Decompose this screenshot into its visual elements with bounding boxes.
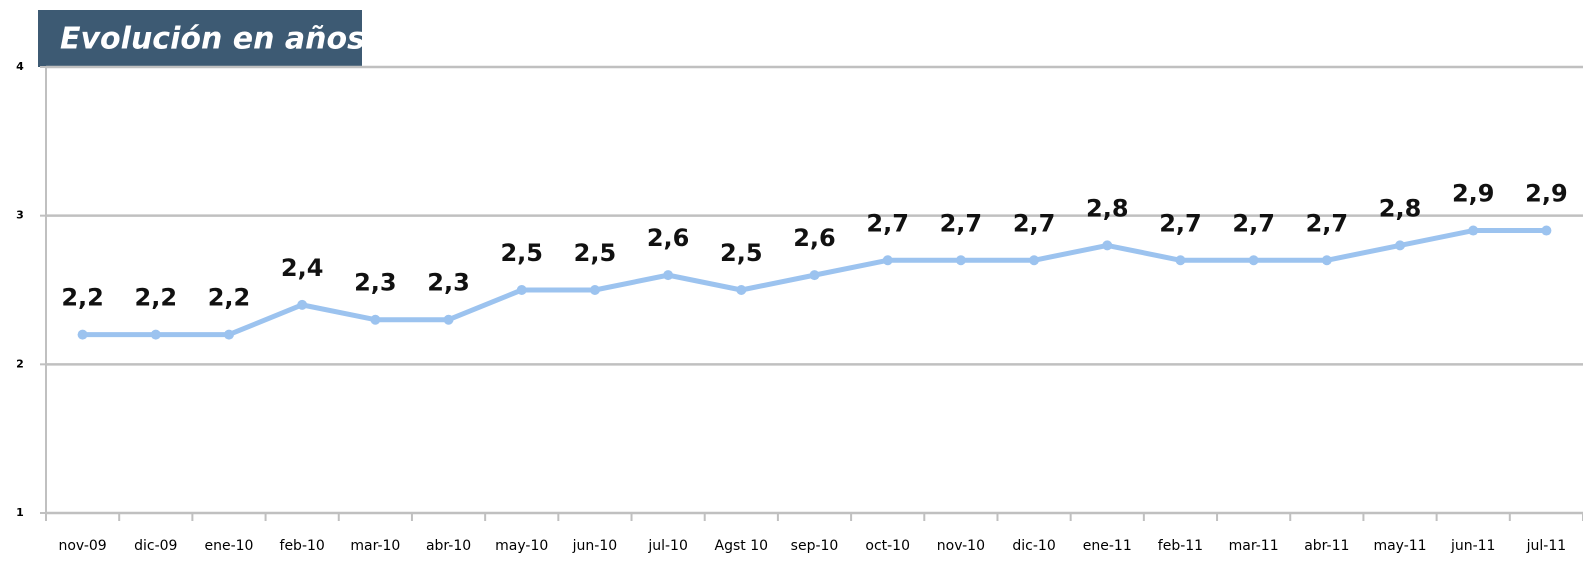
data-label: 2,6 <box>647 224 690 252</box>
point <box>223 329 234 340</box>
data-label: 2,7 <box>1306 209 1349 237</box>
data-label: 2,5 <box>500 239 543 267</box>
data-label: 2,8 <box>1086 194 1129 222</box>
point <box>1321 255 1332 266</box>
data-label: 2,2 <box>208 284 251 312</box>
x-tick-label: jun-11 <box>1450 538 1496 554</box>
point <box>1395 240 1406 251</box>
data-label: 2,7 <box>866 209 909 237</box>
point <box>1102 240 1113 251</box>
data-label: 2,5 <box>720 239 763 267</box>
point <box>1541 225 1552 236</box>
point <box>516 285 527 295</box>
x-tick-label: jun-10 <box>572 538 618 554</box>
point <box>809 270 820 281</box>
x-tick-label: nov-09 <box>58 538 106 554</box>
point <box>370 314 381 325</box>
data-label: 2,7 <box>1232 209 1275 237</box>
x-tick-label: may-11 <box>1373 538 1426 554</box>
x-tick-label: jul-10 <box>647 538 688 554</box>
data-label: 2,7 <box>1159 209 1202 237</box>
data-label: 2,7 <box>1013 209 1056 237</box>
y-tick-label: 1 <box>16 506 24 519</box>
x-tick-label: mar-11 <box>1229 538 1279 554</box>
point <box>589 285 600 295</box>
point <box>1029 255 1040 266</box>
x-tick-label: mar-10 <box>350 538 400 554</box>
point <box>1468 225 1479 236</box>
x-tick-label: dic-09 <box>134 538 177 554</box>
data-label: 2,3 <box>427 269 470 297</box>
x-tick-label: ene-11 <box>1083 538 1132 554</box>
point <box>150 329 161 340</box>
point <box>297 299 308 310</box>
y-tick-label: 2 <box>16 357 24 370</box>
x-tick-label: abr-11 <box>1304 538 1349 554</box>
data-label: 2,7 <box>940 209 983 237</box>
point <box>663 270 674 281</box>
data-label: 2,8 <box>1379 194 1422 222</box>
data-label: 2,4 <box>281 254 324 282</box>
x-tick-label: oct-10 <box>865 538 910 554</box>
title-box <box>38 10 362 67</box>
x-tick-label: ene-10 <box>204 538 253 554</box>
point <box>736 285 747 295</box>
point <box>955 255 966 266</box>
x-tick-label: dic-10 <box>1012 538 1055 554</box>
x-tick-label: sep-10 <box>791 538 839 554</box>
data-label: 2,5 <box>574 239 617 267</box>
x-tick-label: may-10 <box>495 538 548 554</box>
x-tick-label: Agst 10 <box>715 538 769 554</box>
data-label: 2,9 <box>1452 180 1495 208</box>
x-tick-label: jul-11 <box>1526 538 1567 554</box>
data-label: 2,3 <box>354 269 397 297</box>
x-tick-label: feb-11 <box>1158 538 1203 554</box>
point <box>882 255 893 266</box>
x-tick-label: nov-10 <box>937 538 985 554</box>
data-label: 2,2 <box>135 284 178 312</box>
x-tick-label: abr-10 <box>426 538 471 554</box>
point <box>443 314 454 325</box>
data-label: 2,2 <box>61 284 104 312</box>
x-tick-label: feb-10 <box>280 538 325 554</box>
point <box>1248 255 1259 266</box>
data-label: 2,6 <box>793 224 836 252</box>
point <box>77 329 88 340</box>
point <box>1175 255 1186 266</box>
y-tick-label: 4 <box>16 60 24 73</box>
data-label: 2,9 <box>1525 180 1568 208</box>
chart-title: Evolución en años <box>60 22 365 57</box>
y-tick-label: 3 <box>16 209 24 222</box>
